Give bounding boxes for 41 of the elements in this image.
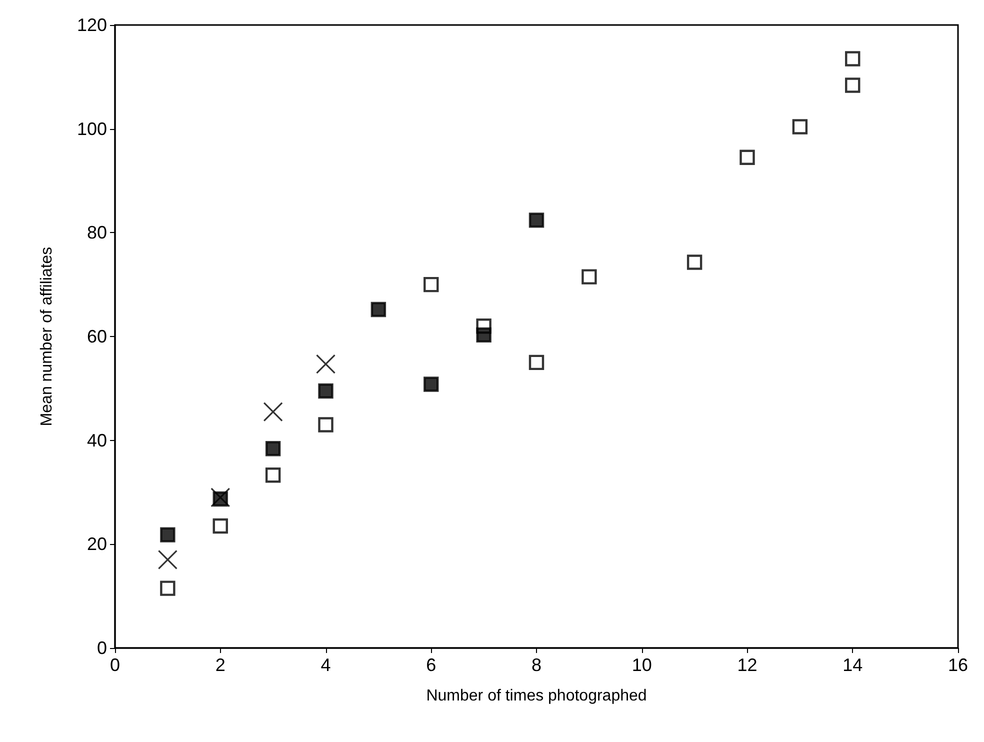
point [158, 550, 178, 570]
point [476, 327, 492, 343]
point [263, 402, 283, 422]
point [845, 51, 860, 66]
point [316, 354, 336, 374]
point [424, 276, 439, 292]
y-tick-label: 120 [76, 15, 107, 35]
x-tick-label: 8 [531, 655, 542, 675]
y-tick-label: 40 [86, 430, 107, 450]
point [318, 383, 334, 399]
y-tick-label: 20 [86, 534, 107, 554]
point [740, 150, 755, 165]
y-axis-title: Mean number of affiliates [38, 246, 56, 426]
point [212, 518, 228, 534]
y-tick-label: 100 [76, 118, 107, 139]
point [845, 78, 860, 93]
y-tick-label: 0 [96, 638, 107, 658]
x-tick-label: 0 [110, 655, 120, 675]
point [424, 376, 439, 392]
x-tick-label: 14 [842, 655, 863, 675]
x-tick-label: 12 [737, 655, 758, 675]
point [528, 354, 544, 370]
x-tick-label: 4 [320, 655, 331, 675]
y-tick-label: 60 [86, 326, 107, 346]
point [528, 212, 544, 228]
point [318, 417, 334, 432]
point [792, 119, 808, 134]
point [370, 302, 386, 318]
x-tick-label: 16 [948, 655, 968, 675]
y-tick-label: 80 [86, 222, 107, 243]
x-tick-label: 2 [215, 655, 226, 675]
point [582, 269, 597, 284]
point [686, 254, 702, 270]
point [160, 580, 176, 596]
point [265, 468, 281, 483]
point [160, 527, 176, 542]
point [265, 441, 281, 456]
x-axis-title: Number of times photographed [426, 688, 647, 704]
x-tick-label: 6 [426, 655, 436, 675]
x-tick-label: 10 [632, 655, 652, 675]
point [210, 488, 230, 508]
